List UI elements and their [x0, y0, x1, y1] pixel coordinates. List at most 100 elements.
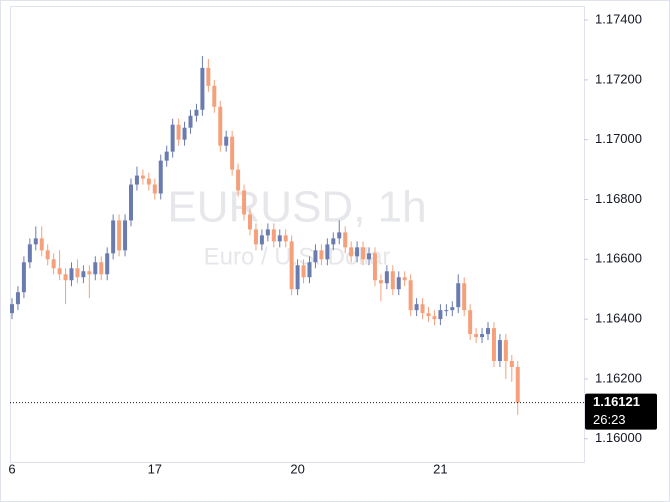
candle-body	[361, 247, 366, 260]
candle-body	[355, 247, 360, 257]
candle-body	[182, 127, 187, 140]
candle-body	[242, 190, 247, 215]
y-tick-label: 1.16400	[595, 311, 642, 326]
candle-body	[69, 268, 74, 281]
candle-body	[509, 361, 514, 367]
candle-body	[99, 262, 104, 275]
candle-body	[93, 262, 98, 275]
candle-body	[456, 283, 461, 308]
x-tick-label: 21	[433, 461, 447, 476]
candle-body	[176, 124, 181, 140]
candle-body	[15, 292, 20, 305]
candle-body	[170, 124, 175, 152]
candle-body	[200, 67, 205, 110]
candle-body	[450, 307, 455, 311]
candle-body	[390, 271, 395, 290]
candle-body	[491, 328, 496, 362]
candle-body	[188, 115, 193, 128]
candle-body	[474, 334, 479, 338]
x-tick-label: 6	[8, 461, 15, 476]
x-tick-label: 20	[290, 461, 304, 476]
candle-body	[63, 274, 68, 281]
candle-body	[378, 280, 383, 284]
candle-body	[313, 250, 318, 263]
candle-body	[158, 160, 163, 194]
candle-body	[289, 241, 294, 290]
candle-body	[105, 253, 110, 275]
candle-body	[349, 247, 354, 257]
y-tick-label: 1.17200	[595, 71, 642, 86]
candle-body	[515, 366, 520, 403]
y-tick-label: 1.16000	[595, 430, 642, 445]
candle-body	[468, 310, 473, 335]
candle-body	[152, 184, 157, 194]
candle-body	[140, 175, 145, 179]
candle-body	[307, 262, 312, 278]
candle-body	[301, 265, 306, 278]
candle-body	[45, 250, 50, 260]
candle-body	[402, 277, 407, 281]
candle-body	[384, 271, 389, 284]
candle-body	[337, 232, 342, 239]
candle-body	[206, 67, 211, 86]
candle-body	[81, 271, 86, 278]
candle-body	[319, 250, 324, 260]
candle-body	[438, 310, 443, 320]
candle-body	[426, 313, 431, 317]
candle-body	[194, 109, 199, 116]
candle-body	[111, 220, 116, 254]
candle-body	[271, 229, 276, 242]
candle-body	[420, 304, 425, 314]
candle-body	[283, 235, 288, 242]
candle-body	[414, 304, 419, 311]
candle-body	[75, 268, 80, 278]
candle-body	[218, 106, 223, 146]
candle-body	[480, 334, 485, 338]
y-tick-label: 1.17400	[595, 11, 642, 26]
candle-body	[123, 220, 128, 251]
candle-body	[462, 283, 467, 311]
candle-body	[325, 244, 330, 260]
candle-body	[486, 328, 490, 335]
candle-body	[57, 268, 62, 275]
candle-body	[265, 229, 270, 236]
candle-body	[39, 238, 44, 251]
last-price-box	[585, 393, 657, 430]
candle-body	[21, 262, 26, 293]
countdown: 26:23	[593, 412, 626, 427]
candle-body	[164, 151, 169, 161]
candle-body	[248, 214, 252, 230]
candle-body	[212, 85, 217, 107]
candle-body	[134, 175, 139, 185]
last-price-label: 1.16121	[593, 394, 640, 409]
candle-body	[10, 304, 14, 314]
y-tick-label: 1.16600	[595, 251, 642, 266]
candle-body	[503, 340, 508, 362]
candle-body	[444, 310, 449, 312]
candle-body	[343, 232, 348, 248]
candle-body	[236, 169, 241, 191]
candle-body	[372, 253, 377, 281]
y-tick-label: 1.16200	[595, 370, 642, 385]
candle-body	[432, 316, 437, 320]
candle-body	[396, 277, 401, 290]
candle-body	[129, 184, 133, 221]
candle-body	[295, 265, 300, 290]
candle-body	[253, 229, 258, 245]
candle-body	[408, 280, 413, 311]
watermark: EURUSD, 1h	[167, 183, 426, 232]
candle-body	[224, 136, 229, 146]
candle-body	[367, 253, 371, 260]
x-tick-label: 17	[148, 461, 162, 476]
plot-frame	[10, 6, 585, 463]
candle-body	[33, 238, 38, 245]
candle-body	[51, 259, 56, 269]
y-tick-label: 1.17000	[595, 131, 642, 146]
candle-body	[497, 340, 502, 362]
candle-body	[146, 178, 151, 185]
candle-body	[27, 244, 32, 263]
candle-body	[259, 235, 264, 245]
candle-body	[87, 271, 92, 275]
